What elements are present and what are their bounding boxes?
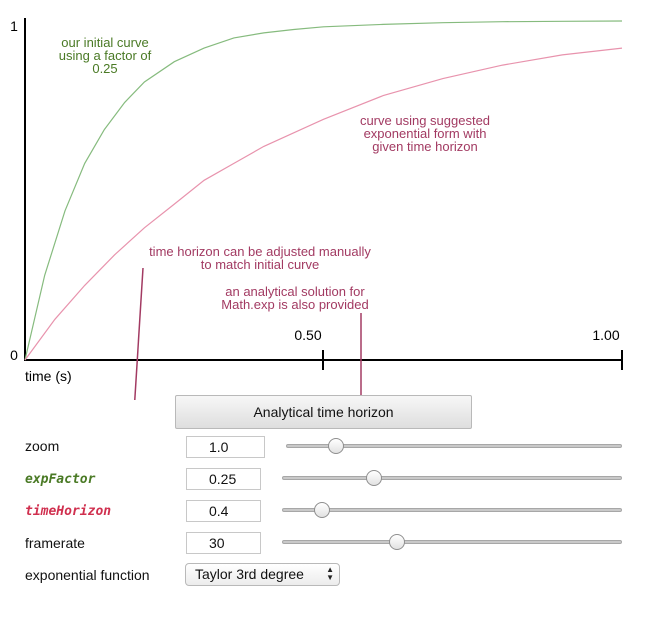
- x-tick-label-0.50: 0.50: [294, 327, 321, 343]
- leader-line-horizon: [134, 267, 144, 400]
- x-axis-label: time (s): [25, 368, 72, 384]
- exponential-function-select[interactable]: Taylor 3rd degree ▲ ▼: [185, 563, 340, 586]
- y-tick-label-1: 1: [10, 18, 18, 34]
- exponential-function-label: exponential function: [25, 567, 150, 583]
- exp-factor-slider-thumb[interactable]: [366, 470, 383, 486]
- framerate-slider-thumb[interactable]: [388, 534, 405, 550]
- series-line-suggested-curve: [24, 47, 623, 361]
- select-arrows-icon: ▲ ▼: [326, 565, 334, 582]
- zoom-slider-track: [286, 444, 622, 448]
- time-horizon-slider[interactable]: [282, 502, 622, 520]
- zoom-slider-thumb[interactable]: [327, 438, 344, 454]
- analytical-time-horizon-button[interactable]: Analytical time horizon: [175, 395, 472, 429]
- time-horizon-input[interactable]: 0.4: [186, 500, 261, 522]
- y-tick-label-0: 0: [10, 347, 18, 363]
- exponential-function-selected: Taylor 3rd degree: [195, 566, 304, 582]
- framerate-slider[interactable]: [282, 534, 622, 552]
- x-tick-label-1.00: 1.00: [592, 327, 619, 343]
- zoom-input[interactable]: 1.0: [186, 436, 265, 458]
- exp-factor-label: expFactor: [25, 472, 96, 487]
- annotation-initial-curve: our initial curve using a factor of 0.25: [58, 35, 152, 76]
- chart: 0.50 1.00 0 1 time (s): [10, 18, 623, 400]
- annotation-analytical-note: an analytical solution for Math.exp is a…: [221, 284, 369, 312]
- exp-factor-slider-track: [282, 476, 622, 480]
- framerate-slider-track: [282, 540, 622, 544]
- time-horizon-slider-track: [282, 508, 622, 512]
- time-horizon-label: timeHorizon: [25, 504, 112, 519]
- zoom-slider[interactable]: [286, 438, 622, 456]
- zoom-label: zoom: [25, 438, 60, 454]
- exp-factor-slider[interactable]: [282, 470, 622, 488]
- framerate-input[interactable]: 30: [186, 532, 261, 554]
- series-line-initial-curve: [24, 20, 623, 361]
- annotation-horizon-note: time horizon can be adjusted manually to…: [149, 244, 371, 272]
- time-horizon-slider-thumb[interactable]: [314, 502, 331, 518]
- annotation-suggested-curve: curve using suggested exponential form w…: [359, 113, 491, 154]
- exp-factor-input[interactable]: 0.25: [186, 468, 261, 490]
- framerate-label: framerate: [25, 535, 85, 551]
